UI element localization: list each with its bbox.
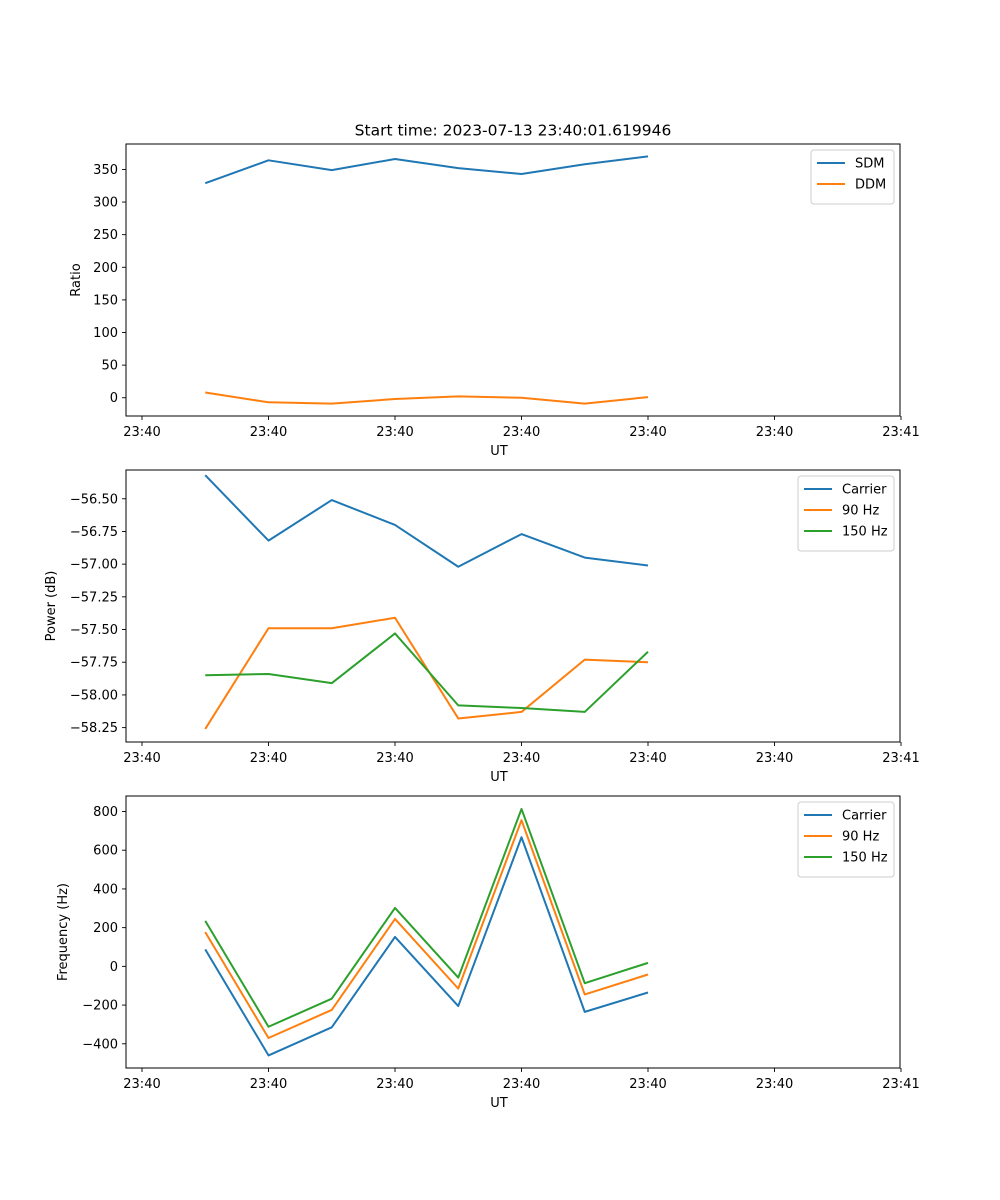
x-tick-label: 23:40 bbox=[629, 751, 666, 766]
y-tick-label: −58.25 bbox=[70, 721, 118, 736]
y-tick-label: 200 bbox=[93, 921, 118, 936]
x-tick-label: 23:40 bbox=[503, 1077, 540, 1092]
series-line-150-hz bbox=[204, 807, 649, 1028]
axes-frame bbox=[125, 469, 901, 743]
y-tick-label: 250 bbox=[93, 228, 118, 243]
x-tick-label: 23:41 bbox=[882, 751, 919, 766]
y-tick-label: −200 bbox=[82, 999, 118, 1014]
x-tick-label: 23:40 bbox=[756, 425, 793, 440]
legend-label: Carrier bbox=[842, 809, 887, 824]
axes-frame bbox=[125, 795, 901, 1069]
x-tick-label: 23:40 bbox=[503, 751, 540, 766]
axes-frame bbox=[125, 143, 901, 417]
x-tick-label: 23:40 bbox=[503, 425, 540, 440]
x-tick-label: 23:40 bbox=[250, 1077, 287, 1092]
y-tick-label: 0 bbox=[110, 960, 118, 975]
x-tick-label: 23:40 bbox=[376, 751, 413, 766]
y-tick-label: 0 bbox=[110, 391, 118, 406]
x-tick-label: 23:40 bbox=[629, 1077, 666, 1092]
y-tick-label: 100 bbox=[93, 326, 118, 341]
y-tick-label: 50 bbox=[101, 359, 118, 374]
x-tick-label: 23:40 bbox=[629, 425, 666, 440]
y-tick-label: 200 bbox=[93, 261, 118, 276]
series-line-carrier bbox=[204, 474, 649, 568]
legend-label: 90 Hz bbox=[842, 504, 879, 519]
x-axis-label: UT bbox=[490, 1096, 508, 1111]
x-tick-label: 23:41 bbox=[882, 1077, 919, 1092]
series-line-150-hz bbox=[205, 632, 649, 713]
y-tick-label: 400 bbox=[93, 882, 118, 897]
series-line-sdm bbox=[204, 155, 649, 185]
chart-panel-2: 23:40 23:40 23:40 23:40 23:40 23:40 23:41 −58.2… bbox=[44, 469, 920, 785]
y-tick-label: 800 bbox=[93, 805, 118, 820]
legend: Carrier 90 Hz 150 Hz bbox=[797, 475, 895, 552]
y-tick-label: −56.50 bbox=[70, 492, 118, 507]
y-tick-label: −56.75 bbox=[70, 525, 118, 540]
chart-panel-1: 23:40 23:40 23:40 23:40 23:40 23:40 23:41 0 50 10… bbox=[69, 143, 920, 459]
legend-label: DDM bbox=[855, 178, 886, 193]
x-tick-label: 23:40 bbox=[123, 1077, 160, 1092]
y-tick-label: −57.50 bbox=[70, 623, 118, 638]
legend: SDM DDM bbox=[810, 149, 895, 205]
legend-label: 150 Hz bbox=[842, 851, 888, 866]
x-tick-label: 23:40 bbox=[376, 1077, 413, 1092]
x-axis-label: UT bbox=[490, 770, 508, 785]
y-axis-label: Frequency (Hz) bbox=[56, 883, 71, 981]
y-tick-label: 150 bbox=[93, 293, 118, 308]
y-tick-label: 600 bbox=[93, 844, 118, 859]
chart-panel-3: 23:40 23:40 23:40 23:40 23:40 23:40 23:41 −400 −… bbox=[56, 795, 920, 1111]
x-tick-label: 23:40 bbox=[756, 1077, 793, 1092]
y-tick-label: −57.00 bbox=[70, 558, 118, 573]
y-tick-label: −57.25 bbox=[70, 590, 118, 605]
legend-label: 150 Hz bbox=[842, 525, 888, 540]
legend-box bbox=[797, 475, 895, 552]
y-tick-label: −57.75 bbox=[70, 656, 118, 671]
legend-label: 90 Hz bbox=[842, 830, 879, 845]
legend-label: Carrier bbox=[842, 483, 887, 498]
y-tick-label: −400 bbox=[82, 1037, 118, 1052]
x-tick-label: 23:40 bbox=[250, 425, 287, 440]
plots: 23:40 23:40 23:40 23:40 23:40 23:40 23:41 0 50 10… bbox=[44, 143, 920, 1111]
y-tick-label: −58.00 bbox=[70, 688, 118, 703]
x-tick-label: 23:40 bbox=[123, 425, 160, 440]
legend-box bbox=[797, 801, 895, 878]
x-tick-label: 23:40 bbox=[376, 425, 413, 440]
series-line-ddm bbox=[205, 391, 649, 405]
y-tick-label: 300 bbox=[93, 196, 118, 211]
y-tick-label: 350 bbox=[93, 163, 118, 178]
legend: Carrier 90 Hz 150 Hz bbox=[797, 801, 895, 878]
y-axis-label: Ratio bbox=[69, 263, 84, 296]
x-tick-label: 23:40 bbox=[123, 751, 160, 766]
series-line-carrier bbox=[204, 836, 649, 1057]
series-line-90-hz bbox=[204, 819, 649, 1039]
legend-label: SDM bbox=[855, 157, 884, 172]
figure-title: Start time: 2023-07-13 23:40:01.619946 bbox=[355, 122, 672, 140]
x-tick-label: 23:41 bbox=[882, 425, 919, 440]
y-axis-label: Power (dB) bbox=[44, 571, 59, 642]
x-tick-label: 23:40 bbox=[250, 751, 287, 766]
x-tick-label: 23:40 bbox=[756, 751, 793, 766]
x-axis-label: UT bbox=[490, 444, 508, 459]
